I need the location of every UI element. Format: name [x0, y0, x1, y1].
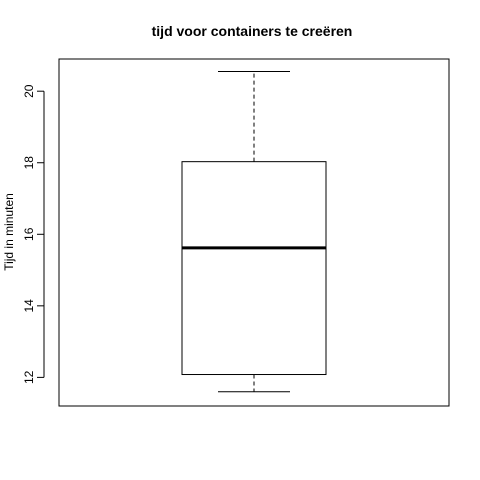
y-tick-label: 18 — [22, 156, 36, 170]
y-axis: 12 14 16 18 20 — [22, 84, 45, 384]
plot-frame — [58, 58, 450, 407]
y-tick-label: 12 — [22, 370, 36, 384]
y-tick-label: 20 — [22, 84, 36, 98]
chart-title: tijd voor containers te creëren — [152, 23, 353, 39]
y-axis-label: Tijd in minuten — [2, 193, 16, 271]
y-tick-label: 16 — [22, 227, 36, 241]
interquartile-box — [181, 161, 327, 376]
y-tick-label: 14 — [22, 299, 36, 313]
boxplot — [181, 71, 327, 393]
